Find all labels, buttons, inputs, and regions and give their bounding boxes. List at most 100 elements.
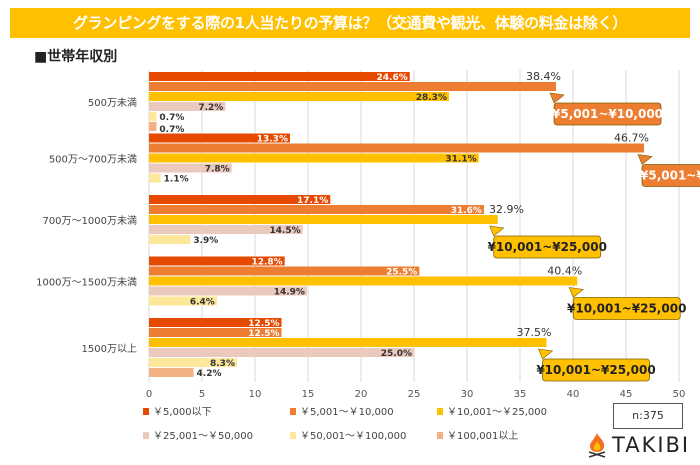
x-tick-label: 25	[408, 389, 421, 400]
legend-swatch	[290, 408, 296, 415]
callout-box	[493, 235, 602, 259]
bar	[149, 153, 479, 163]
legend-swatch	[290, 432, 296, 439]
bar	[149, 195, 331, 204]
bar	[149, 92, 449, 101]
x-tick-label: 15	[302, 389, 315, 400]
x-tick-label: 40	[567, 389, 580, 400]
callout-text: ¥10,001~¥25,000	[567, 302, 686, 316]
legend-label: ￥10,001～￥25,000	[447, 407, 547, 418]
data-label: 12.5%	[248, 319, 279, 329]
category-label: 1500万以上	[82, 343, 137, 355]
bar	[149, 286, 307, 296]
data-label: 17.1%	[297, 196, 328, 206]
bar	[149, 276, 578, 286]
x-tick-label: 30	[461, 389, 474, 400]
data-label: 7.8%	[205, 165, 230, 175]
x-tick-label: 45	[620, 389, 633, 400]
callout-pointer	[538, 348, 554, 360]
data-label: 32.9%	[489, 203, 524, 216]
data-label: 31.6%	[451, 206, 482, 216]
legend-label: ￥50,001～￥100,000	[300, 431, 406, 442]
legend-label: ￥5,001～￥10,000	[300, 407, 394, 418]
bar	[149, 82, 557, 91]
category-label: 700万～1000万未満	[42, 215, 137, 227]
data-label: 37.5%	[517, 326, 552, 339]
data-label: 4.2%	[197, 369, 222, 379]
legend-label: ￥25,001～￥50,000	[153, 431, 253, 442]
callout-text: ¥10,001~¥25,000	[488, 240, 607, 254]
data-label: 8.3%	[210, 359, 235, 369]
x-tick-label: 50	[673, 389, 686, 400]
x-tick-label: 5	[199, 389, 205, 400]
data-label: 1.1%	[164, 175, 189, 185]
data-label: 0.7%	[159, 113, 184, 123]
legend-label: ￥100,001以上	[447, 430, 518, 442]
bar	[149, 205, 484, 214]
bar	[149, 173, 161, 183]
legend-swatch	[437, 408, 443, 415]
flame-icon	[588, 433, 606, 458]
bar	[149, 163, 232, 173]
bar	[149, 348, 414, 357]
sample-size-box: n:375	[613, 403, 683, 429]
bar	[149, 358, 237, 367]
data-label: 24.6%	[377, 73, 408, 83]
bar	[149, 328, 282, 337]
takibi-logo: TAKIBI	[586, 432, 690, 458]
callout-box	[641, 164, 700, 187]
data-label: 12.5%	[248, 329, 279, 339]
callout-pointer	[549, 92, 565, 104]
callout-text: ¥5,001~¥10,000	[552, 107, 663, 121]
x-tick-label: 35	[514, 389, 527, 400]
logo-text: TAKIBI	[612, 433, 691, 457]
category-label: 500万～700万未満	[49, 154, 137, 166]
bar	[149, 215, 498, 224]
data-label: 3.9%	[193, 236, 218, 246]
data-label: 25.0%	[381, 349, 412, 359]
legend-label: ￥5,000以下	[153, 407, 212, 418]
section-heading: ■世帯年収別	[34, 49, 118, 65]
data-label: 46.7%	[614, 132, 649, 145]
data-label: 25.5%	[386, 268, 417, 278]
category-label: 500万未満	[88, 97, 137, 109]
data-label: 0.7%	[159, 125, 184, 135]
x-tick-label: 0	[146, 389, 152, 400]
bar	[149, 112, 157, 121]
data-label: 14.5%	[269, 226, 300, 236]
legend-swatch	[437, 432, 443, 439]
bar	[149, 102, 226, 111]
bar	[149, 143, 645, 153]
bar	[149, 296, 217, 306]
bar	[149, 256, 285, 266]
data-label: 6.4%	[190, 298, 215, 308]
callout-pointer	[637, 154, 653, 165]
bar	[149, 368, 194, 377]
x-tick-label: 10	[249, 389, 262, 400]
data-label: 38.4%	[526, 70, 561, 83]
bar	[149, 72, 410, 81]
data-label: 14.9%	[274, 288, 305, 298]
bar	[149, 122, 157, 131]
data-label: 7.2%	[198, 103, 223, 113]
bar	[149, 318, 282, 327]
bar	[149, 266, 420, 276]
callout-pointer	[489, 225, 505, 237]
data-label: 31.1%	[445, 155, 476, 165]
chart-title: グランピングをする際の1人当たりの予算は？（交通費や観光、体験の料金は除く）	[10, 8, 690, 38]
callout-pointer	[568, 287, 584, 298]
callout-box	[572, 297, 681, 320]
data-label: 40.4%	[547, 265, 582, 278]
bar	[149, 133, 290, 143]
bar	[149, 235, 191, 244]
bar	[149, 225, 303, 234]
category-label: 1000万～1500万未満	[36, 277, 137, 289]
bar	[149, 338, 547, 347]
legend-swatch	[143, 408, 149, 415]
callout-box	[553, 102, 662, 126]
callout-box	[542, 358, 650, 382]
callout-text: ¥5,001~¥10,000	[640, 169, 700, 183]
data-label: 13.3%	[257, 135, 288, 145]
data-label: 28.3%	[416, 93, 447, 103]
